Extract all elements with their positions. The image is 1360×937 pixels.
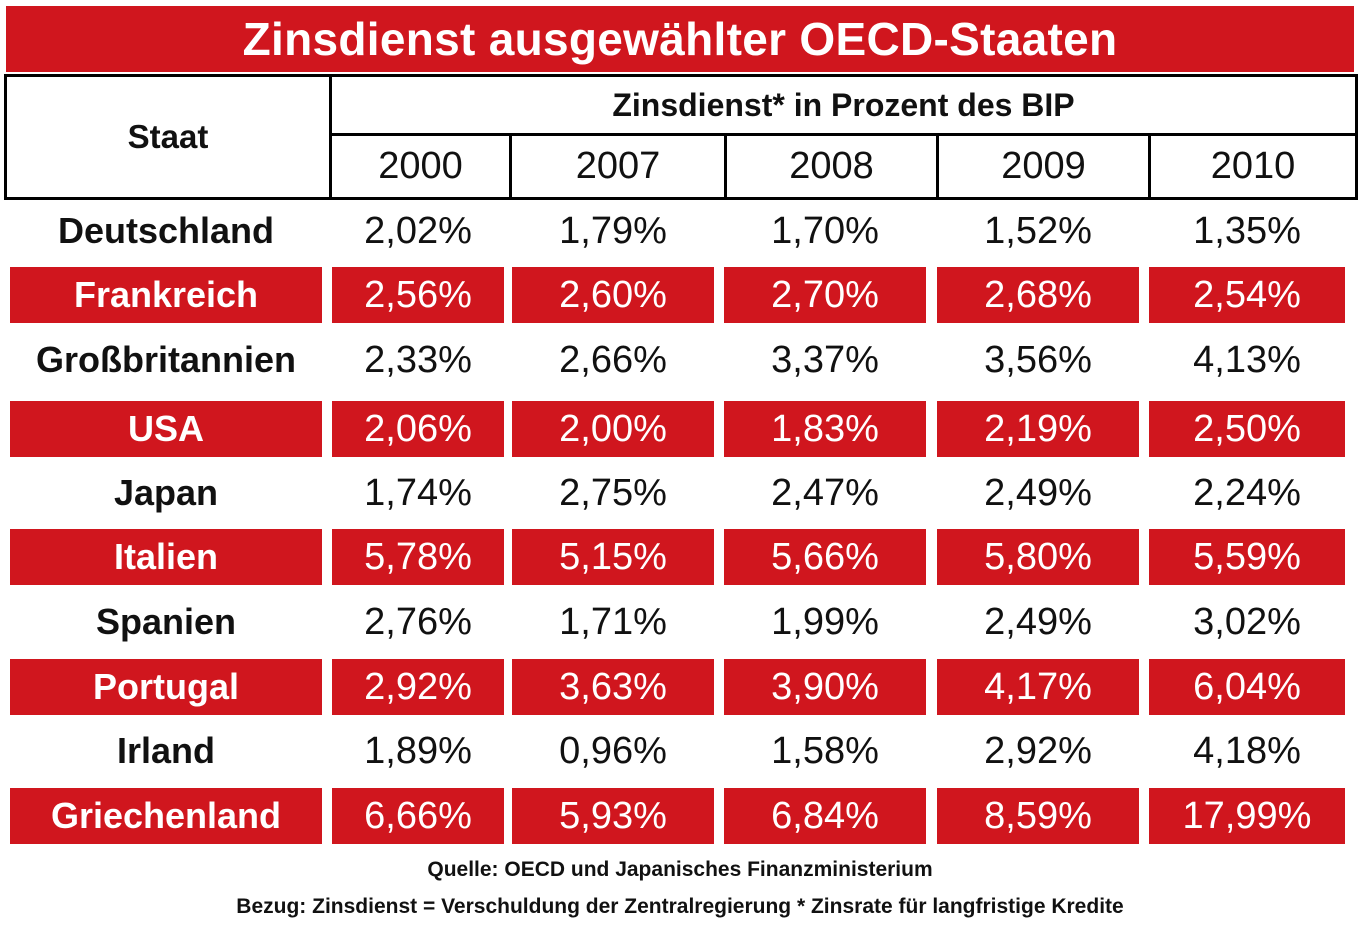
table-row: Spanien 2,76% 1,71% 1,99% 2,49% 3,02% [0,594,1360,650]
value-cell-2010: 3,02% [1193,600,1301,643]
value-cell-2009: 1,52% [984,209,1092,252]
value-cell-2010: 4,18% [1193,729,1301,772]
table-row: Irland 1,89% 0,96% 1,58% 2,92% 4,18% [0,723,1360,779]
value-cell-2009: 5,80% [937,529,1139,585]
country-cell: Irland [116,730,215,771]
country-cell: Griechenland [10,788,322,844]
value-cell-2007: 5,15% [512,529,714,585]
value-cell-2008: 3,90% [724,659,926,715]
value-cell-2007: 2,60% [512,267,714,323]
value-cell-2000: 2,76% [364,600,472,643]
value-cell-2010: 17,99% [1149,788,1345,844]
value-cell-2010: 2,24% [1193,471,1301,514]
value-cell-2009: 3,56% [984,338,1092,381]
value-cell-2000: 2,56% [332,267,504,323]
header-year-2008: 2008 [727,136,939,197]
value-cell-2009: 2,49% [984,600,1092,643]
table-header: Staat Zinsdienst* in Prozent des BIP 200… [4,74,1358,200]
value-cell-2000: 2,06% [332,401,504,457]
value-cell-2008: 6,84% [724,788,926,844]
header-group-label: Zinsdienst* in Prozent des BIP [332,77,1355,136]
value-cell-2007: 0,96% [559,729,667,772]
value-cell-2008: 1,83% [724,401,926,457]
table-row: Portugal 2,92% 3,63% 3,90% 4,17% 6,04% [0,659,1360,715]
value-cell-2009: 2,92% [984,729,1092,772]
value-cell-2000: 1,74% [364,471,472,514]
value-cell-2008: 1,70% [771,209,879,252]
value-cell-2000: 6,66% [332,788,504,844]
value-cell-2009: 8,59% [937,788,1139,844]
header-year-2007: 2007 [512,136,727,197]
value-cell-2007: 2,66% [559,338,667,381]
value-cell-2000: 2,33% [364,338,472,381]
country-cell: Frankreich [10,267,322,323]
value-cell-2010: 4,13% [1193,338,1301,381]
value-cell-2007: 2,75% [559,471,667,514]
value-cell-2007: 3,63% [512,659,714,715]
value-cell-2008: 2,47% [771,471,879,514]
value-cell-2008: 2,70% [724,267,926,323]
value-cell-2009: 4,17% [937,659,1139,715]
country-cell: Großbritannien [36,339,296,380]
header-year-2009: 2009 [939,136,1151,197]
footer-note: Bezug: Zinsdienst = Verschuldung der Zen… [236,895,1124,918]
country-cell: Portugal [10,659,322,715]
value-cell-2010: 2,50% [1149,401,1345,457]
value-cell-2007: 2,00% [512,401,714,457]
country-cell: USA [10,401,322,457]
footer-source: Quelle: OECD und Japanisches Finanzminis… [427,858,933,881]
header-year-2010: 2010 [1210,145,1296,187]
table-row: Frankreich 2,56% 2,60% 2,70% 2,68% 2,54% [0,267,1360,323]
table-row: USA 2,06% 2,00% 1,83% 2,19% 2,50% [0,401,1360,457]
chart-title: Zinsdienst ausgewählter OECD-Staaten [6,6,1354,72]
table-row: Großbritannien 2,33% 2,66% 3,37% 3,56% 4,13% [0,332,1360,388]
country-cell: Deutschland [57,210,275,251]
value-cell-2010: 6,04% [1149,659,1345,715]
value-cell-2000: 1,89% [364,729,472,772]
value-cell-2007: 5,93% [512,788,714,844]
value-cell-2008: 1,58% [771,729,879,772]
value-cell-2009: 2,19% [937,401,1139,457]
country-cell: Italien [10,529,322,585]
value-cell-2009: 2,68% [937,267,1139,323]
value-cell-2008: 1,99% [771,600,879,643]
country-cell: Japan [113,472,219,513]
header-staat: Staat [7,77,332,197]
value-cell-2010: 1,35% [1193,209,1301,252]
header-years: 2000 2007 2008 2009 2010 [332,136,1355,197]
value-cell-2008: 5,66% [724,529,926,585]
value-cell-2009: 2,49% [984,471,1092,514]
value-cell-2008: 3,37% [771,338,879,381]
value-cell-2007: 1,71% [559,600,667,643]
country-cell: Spanien [95,601,237,642]
table-row: Italien 5,78% 5,15% 5,66% 5,80% 5,59% [0,529,1360,585]
header-year-2000: 2000 [332,136,512,197]
table-row: Japan 1,74% 2,75% 2,47% 2,49% 2,24% [0,465,1360,521]
value-cell-2010: 5,59% [1149,529,1345,585]
table-row: Deutschland 2,02% 1,79% 1,70% 1,52% 1,35% [0,203,1360,259]
table-row: Griechenland 6,66% 5,93% 6,84% 8,59% 17,99% [0,788,1360,844]
value-cell-2007: 1,79% [559,209,667,252]
value-cell-2000: 2,92% [332,659,504,715]
value-cell-2000: 2,02% [364,209,472,252]
value-cell-2000: 5,78% [332,529,504,585]
value-cell-2010: 2,54% [1149,267,1345,323]
